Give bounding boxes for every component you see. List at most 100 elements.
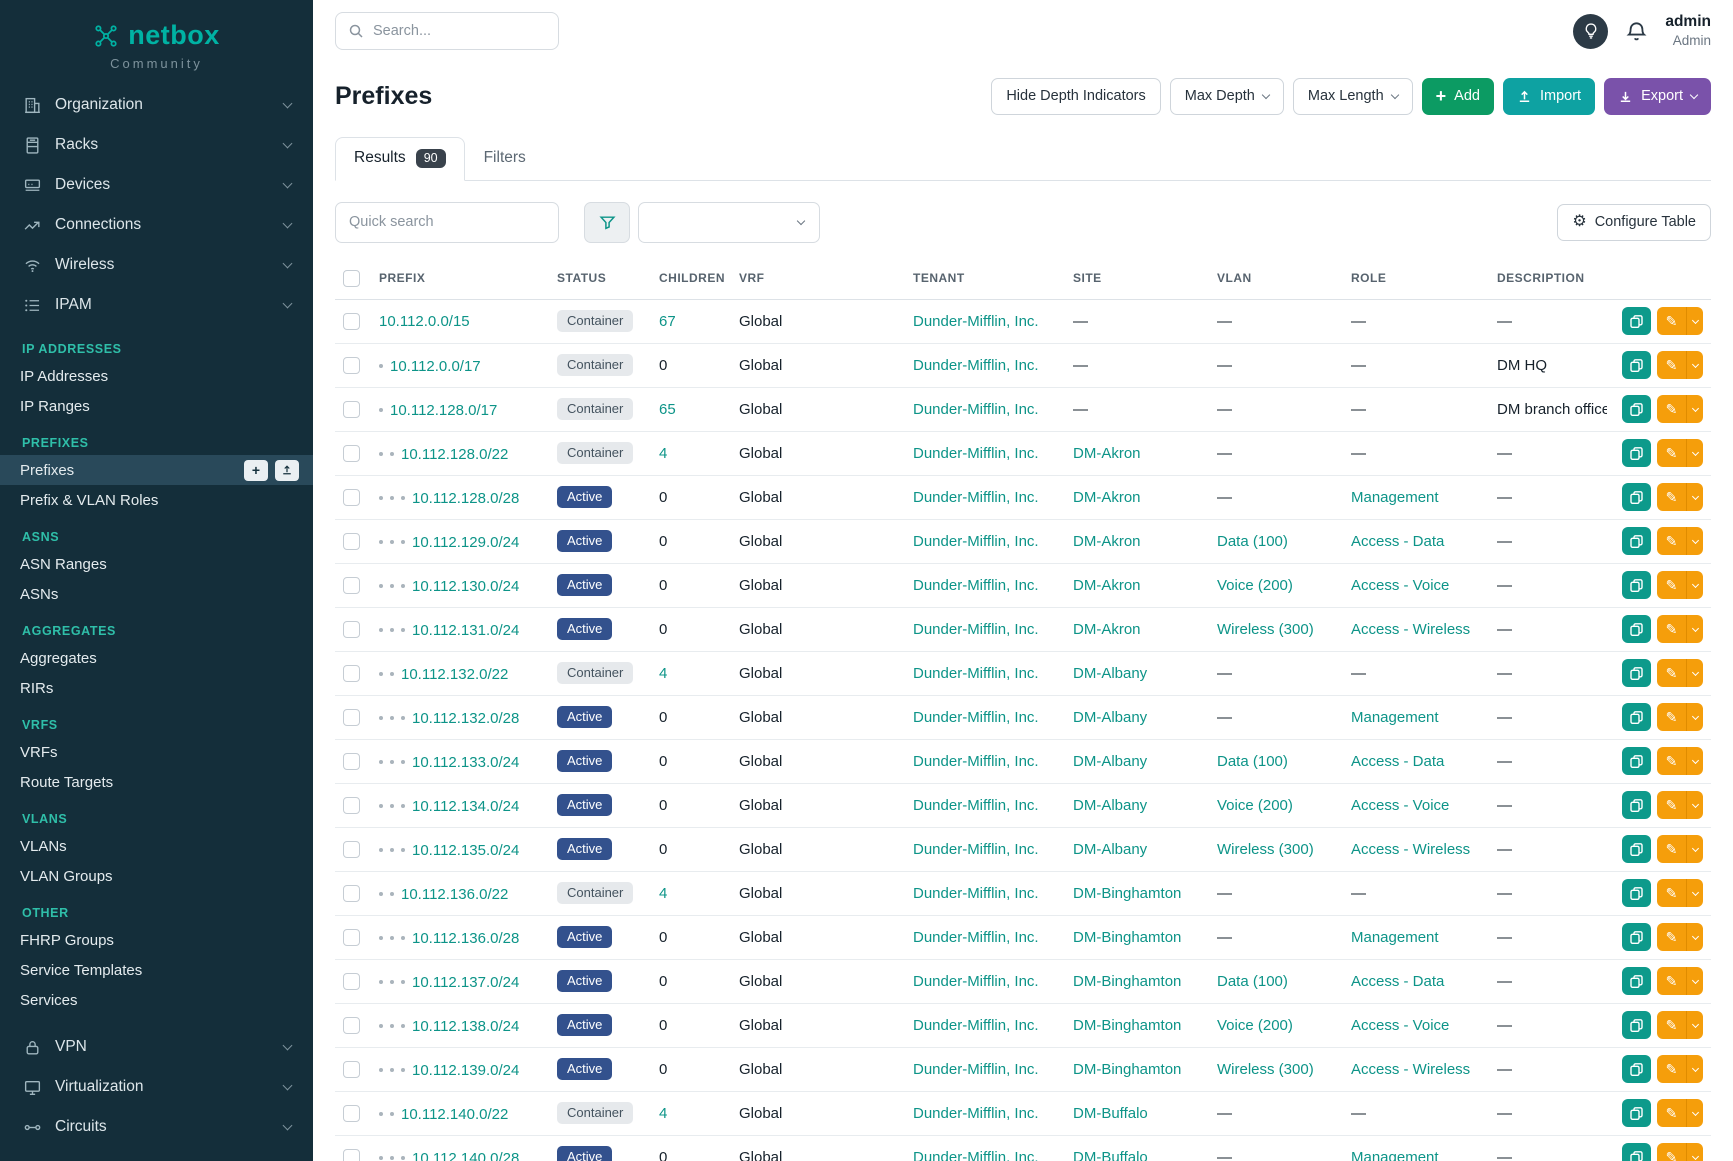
copy-button[interactable] bbox=[1622, 1011, 1651, 1039]
edit-button[interactable]: ✎ bbox=[1657, 659, 1686, 687]
hide-depth-indicators-button[interactable]: Hide Depth Indicators bbox=[991, 78, 1161, 115]
prefix-link[interactable]: 10.112.140.0/22 bbox=[401, 1105, 509, 1123]
filter-button[interactable] bbox=[584, 201, 630, 243]
column-header-role[interactable]: ROLE bbox=[1343, 257, 1489, 300]
theme-toggle-button[interactable] bbox=[1573, 13, 1609, 49]
site-link[interactable]: DM-Akron bbox=[1073, 620, 1141, 638]
saved-filter-select[interactable] bbox=[638, 201, 820, 243]
column-header-vlan[interactable]: VLAN bbox=[1209, 257, 1343, 300]
children-link[interactable]: 67 bbox=[659, 312, 676, 330]
tenant-link[interactable]: Dunder-Mifflin, Inc. bbox=[913, 400, 1039, 418]
tenant-link[interactable]: Dunder-Mifflin, Inc. bbox=[913, 884, 1039, 902]
column-header-tenant[interactable]: TENANT bbox=[905, 257, 1065, 300]
copy-button[interactable] bbox=[1622, 1099, 1651, 1127]
row-checkbox[interactable] bbox=[343, 356, 360, 374]
max-length-dropdown[interactable]: Max Length bbox=[1292, 78, 1413, 115]
edit-dropdown-button[interactable] bbox=[1686, 1143, 1703, 1161]
copy-button[interactable] bbox=[1622, 747, 1651, 775]
sidebar-item-ipam[interactable]: IPAM bbox=[0, 285, 313, 325]
edit-button[interactable]: ✎ bbox=[1657, 967, 1686, 995]
site-link[interactable]: DM-Akron bbox=[1073, 576, 1141, 594]
quick-search-input[interactable] bbox=[335, 201, 559, 243]
max-depth-dropdown[interactable]: Max Depth bbox=[1169, 78, 1284, 115]
sidebar-item-prefixes[interactable]: Prefixes + bbox=[0, 455, 313, 485]
copy-button[interactable] bbox=[1622, 527, 1651, 555]
row-checkbox[interactable] bbox=[343, 444, 360, 462]
copy-button[interactable] bbox=[1622, 923, 1651, 951]
edit-dropdown-button[interactable] bbox=[1686, 835, 1703, 863]
edit-button[interactable]: ✎ bbox=[1657, 571, 1686, 599]
site-link[interactable]: DM-Albany bbox=[1073, 796, 1148, 814]
vlan-link[interactable]: Wireless (300) bbox=[1217, 1060, 1314, 1078]
vlan-link[interactable]: Voice (200) bbox=[1217, 1016, 1293, 1034]
children-link[interactable]: 4 bbox=[659, 664, 668, 682]
edit-button[interactable]: ✎ bbox=[1657, 1011, 1686, 1039]
role-link[interactable]: Access - Voice bbox=[1351, 1016, 1450, 1034]
vlan-link[interactable]: Data (100) bbox=[1217, 972, 1288, 990]
row-checkbox[interactable] bbox=[343, 1060, 360, 1078]
configure-table-button[interactable]: ⚙ Configure Table bbox=[1557, 203, 1711, 241]
role-link[interactable]: Access - Wireless bbox=[1351, 840, 1471, 858]
prefix-link[interactable]: 10.112.128.0/22 bbox=[401, 445, 509, 463]
tenant-link[interactable]: Dunder-Mifflin, Inc. bbox=[913, 708, 1039, 726]
prefix-link[interactable]: 10.112.0.0/15 bbox=[379, 312, 470, 330]
tenant-link[interactable]: Dunder-Mifflin, Inc. bbox=[913, 444, 1039, 462]
global-search[interactable] bbox=[335, 12, 559, 50]
edit-dropdown-button[interactable] bbox=[1686, 483, 1703, 511]
copy-button[interactable] bbox=[1622, 395, 1651, 423]
column-header-description[interactable]: DESCRIPTION bbox=[1489, 257, 1607, 300]
tenant-link[interactable]: Dunder-Mifflin, Inc. bbox=[913, 312, 1039, 330]
copy-button[interactable] bbox=[1622, 439, 1651, 467]
export-dropdown-button[interactable]: Export bbox=[1604, 78, 1711, 115]
site-link[interactable]: DM-Binghamton bbox=[1073, 1016, 1182, 1034]
prefix-link[interactable]: 10.112.128.0/17 bbox=[390, 401, 498, 419]
edit-button[interactable]: ✎ bbox=[1657, 879, 1686, 907]
search-input[interactable] bbox=[373, 23, 546, 39]
site-link[interactable]: DM-Albany bbox=[1073, 752, 1148, 770]
sidebar-item-rirs[interactable]: RIRs bbox=[0, 673, 313, 703]
prefix-link[interactable]: 10.112.129.0/24 bbox=[412, 533, 520, 551]
role-link[interactable]: Management bbox=[1351, 708, 1439, 726]
sidebar-item-vrfs[interactable]: VRFs bbox=[0, 737, 313, 767]
role-link[interactable]: Access - Voice bbox=[1351, 576, 1450, 594]
edit-button[interactable]: ✎ bbox=[1657, 351, 1686, 379]
tenant-link[interactable]: Dunder-Mifflin, Inc. bbox=[913, 1016, 1039, 1034]
edit-button[interactable]: ✎ bbox=[1657, 1099, 1686, 1127]
prefix-link[interactable]: 10.112.134.0/24 bbox=[412, 797, 520, 815]
edit-button[interactable]: ✎ bbox=[1657, 747, 1686, 775]
edit-button[interactable]: ✎ bbox=[1657, 527, 1686, 555]
prefix-link[interactable]: 10.112.138.0/24 bbox=[412, 1017, 520, 1035]
tenant-link[interactable]: Dunder-Mifflin, Inc. bbox=[913, 488, 1039, 506]
row-checkbox[interactable] bbox=[343, 576, 360, 594]
role-link[interactable]: Access - Wireless bbox=[1351, 620, 1471, 638]
sidebar-item-racks[interactable]: Racks bbox=[0, 125, 313, 165]
edit-button[interactable]: ✎ bbox=[1657, 1143, 1686, 1161]
sidebar-item-aggregates[interactable]: Aggregates bbox=[0, 643, 313, 673]
sidebar-item-asns[interactable]: ASNs bbox=[0, 579, 313, 609]
edit-button[interactable]: ✎ bbox=[1657, 439, 1686, 467]
vlan-link[interactable]: Voice (200) bbox=[1217, 796, 1293, 814]
tab-filters[interactable]: Filters bbox=[465, 137, 545, 181]
copy-button[interactable] bbox=[1622, 483, 1651, 511]
select-all-checkbox[interactable] bbox=[343, 269, 360, 287]
edit-dropdown-button[interactable] bbox=[1686, 615, 1703, 643]
edit-dropdown-button[interactable] bbox=[1686, 923, 1703, 951]
row-checkbox[interactable] bbox=[343, 928, 360, 946]
edit-dropdown-button[interactable] bbox=[1686, 1055, 1703, 1083]
edit-dropdown-button[interactable] bbox=[1686, 967, 1703, 995]
prefix-link[interactable]: 10.112.128.0/28 bbox=[412, 489, 520, 507]
add-button[interactable]: + Add bbox=[1421, 78, 1494, 115]
edit-dropdown-button[interactable] bbox=[1686, 879, 1703, 907]
site-link[interactable]: DM-Buffalo bbox=[1073, 1104, 1148, 1122]
edit-dropdown-button[interactable] bbox=[1686, 527, 1703, 555]
copy-button[interactable] bbox=[1622, 791, 1651, 819]
row-checkbox[interactable] bbox=[343, 752, 360, 770]
role-link[interactable]: Access - Data bbox=[1351, 532, 1445, 550]
row-checkbox[interactable] bbox=[343, 1104, 360, 1122]
site-link[interactable]: DM-Akron bbox=[1073, 488, 1141, 506]
site-link[interactable]: DM-Akron bbox=[1073, 444, 1141, 462]
prefix-link[interactable]: 10.112.136.0/28 bbox=[412, 929, 520, 947]
edit-button[interactable]: ✎ bbox=[1657, 307, 1686, 335]
edit-button[interactable]: ✎ bbox=[1657, 395, 1686, 423]
user-menu[interactable]: admin Admin bbox=[1665, 12, 1711, 50]
